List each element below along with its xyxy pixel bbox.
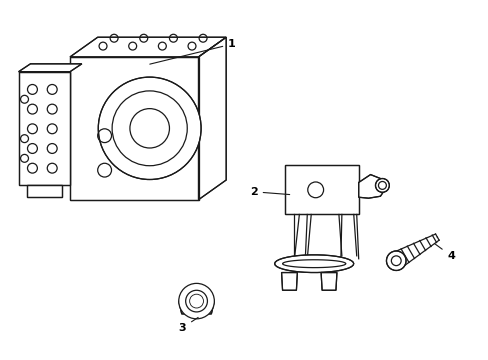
Polygon shape (179, 301, 214, 314)
Polygon shape (358, 175, 386, 198)
Circle shape (386, 251, 405, 270)
Polygon shape (321, 273, 336, 290)
Text: 3: 3 (179, 318, 198, 333)
Polygon shape (19, 64, 81, 72)
Polygon shape (284, 165, 358, 215)
Text: 1: 1 (149, 39, 235, 64)
Text: 2: 2 (249, 187, 289, 197)
Circle shape (179, 283, 214, 319)
Polygon shape (70, 37, 226, 57)
Circle shape (98, 77, 201, 180)
Polygon shape (281, 273, 297, 290)
Polygon shape (26, 185, 62, 197)
Text: 4: 4 (434, 244, 454, 261)
Polygon shape (70, 57, 198, 200)
Polygon shape (198, 37, 226, 200)
Polygon shape (274, 255, 353, 273)
Circle shape (375, 179, 388, 192)
Polygon shape (19, 72, 70, 185)
